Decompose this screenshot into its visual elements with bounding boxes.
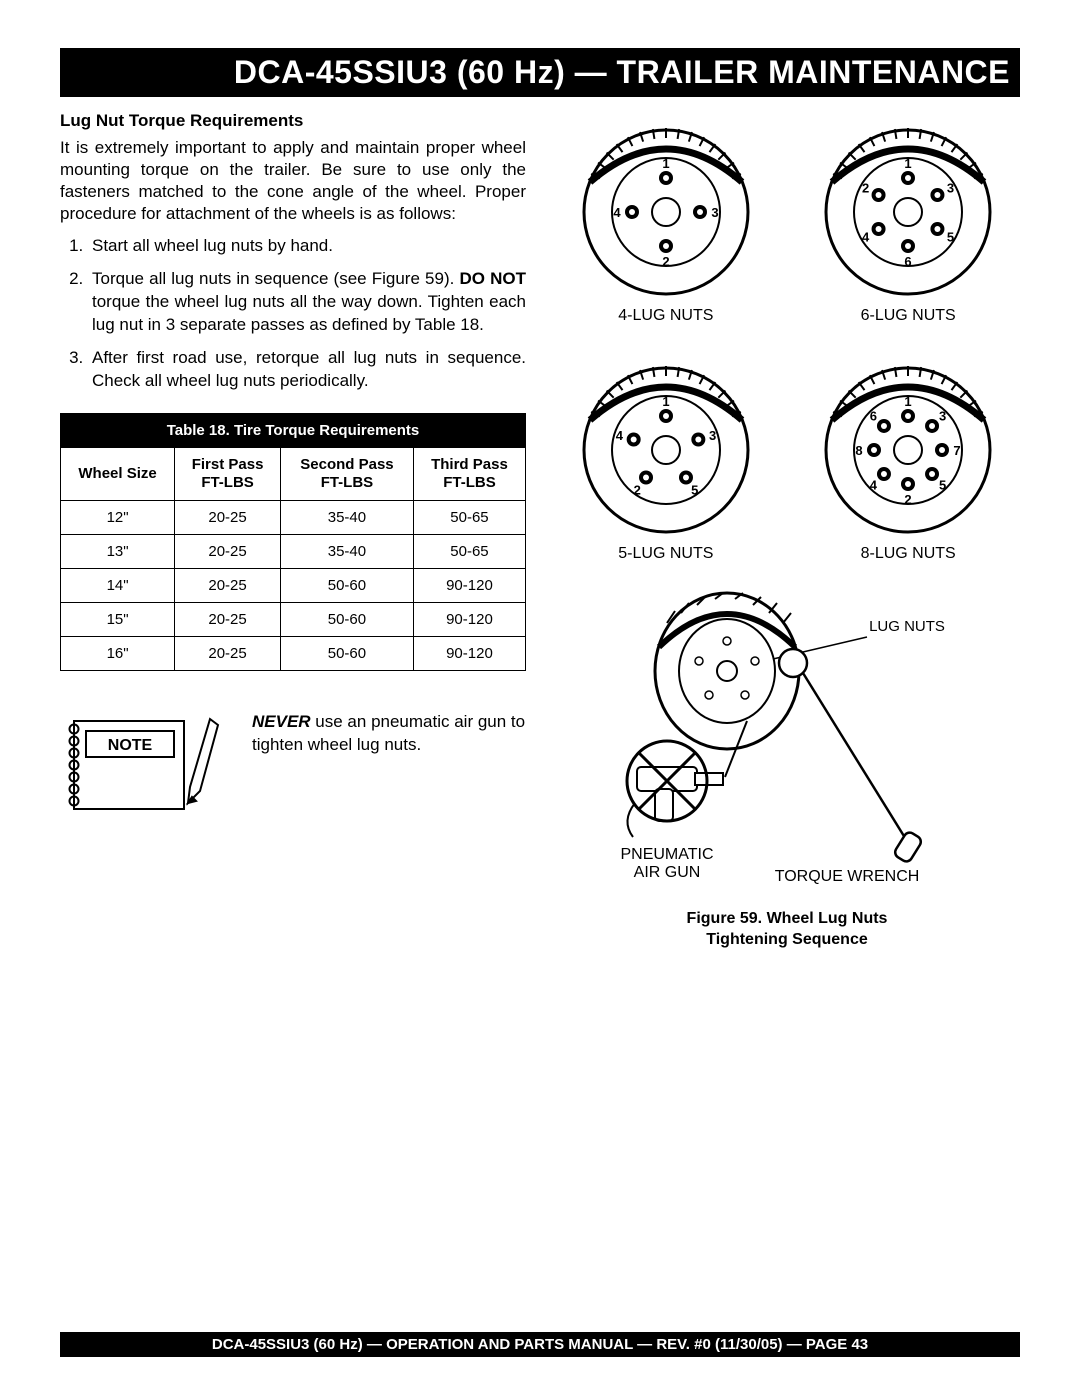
note-never: NEVER — [252, 712, 311, 731]
svg-text:2: 2 — [662, 254, 669, 269]
table-column-header: First PassFT-LBS — [175, 448, 281, 501]
table-cell: 90-120 — [413, 569, 525, 603]
table-cell: 50-65 — [413, 501, 525, 535]
lug-pattern: 1 3 7 5 2 4 8 6 8-LUG NUTS — [796, 349, 1020, 563]
left-column: Lug Nut Torque Requirements It is extrem… — [60, 111, 526, 951]
footer-bar: DCA-45SSIU3 (60 Hz) — OPERATION AND PART… — [60, 1332, 1020, 1357]
table-row: 15"20-2550-6090-120 — [61, 603, 526, 637]
lug-label: 5-LUG NUTS — [554, 545, 778, 563]
svg-text:PNEUMATIC: PNEUMATIC — [620, 846, 713, 863]
svg-text:1: 1 — [905, 394, 912, 409]
table-row: 13"20-2535-4050-65 — [61, 535, 526, 569]
svg-text:4: 4 — [862, 230, 870, 245]
content-columns: Lug Nut Torque Requirements It is extrem… — [60, 111, 1020, 951]
svg-text:3: 3 — [947, 181, 954, 196]
svg-text:2: 2 — [905, 492, 912, 507]
svg-text:4: 4 — [613, 205, 621, 220]
table-row: 12"20-2535-4050-65 — [61, 501, 526, 535]
table-caption: Table 18. Tire Torque Requirements — [61, 414, 526, 448]
right-column: 1 3 2 4 4-LUG NUTS 1 3 5 6 4 2 6-LUG NUTS 1 3 5 2 4 5-LUG… — [554, 111, 1020, 951]
procedure-step: After first road use, retorque all lug n… — [88, 347, 526, 393]
note-block: NOTE NEVER use an pneumatic air gun to t… — [60, 711, 526, 821]
lug-nuts-label: LUG NUTS — [869, 618, 945, 635]
table-cell: 20-25 — [175, 569, 281, 603]
procedure-step: Start all wheel lug nuts by hand. — [88, 235, 526, 258]
svg-text:6: 6 — [870, 408, 877, 423]
torque-table: Table 18. Tire Torque Requirements Wheel… — [60, 413, 526, 671]
svg-text:1: 1 — [662, 156, 669, 171]
table-cell: 14" — [61, 569, 175, 603]
svg-text:1: 1 — [662, 394, 669, 409]
lug-label: 4-LUG NUTS — [554, 307, 778, 325]
svg-text:3: 3 — [711, 205, 718, 220]
svg-text:5: 5 — [939, 478, 946, 493]
svg-text:5: 5 — [691, 483, 698, 498]
section-heading: Lug Nut Torque Requirements — [60, 111, 526, 131]
table-cell: 35-40 — [280, 501, 413, 535]
page-title: DCA-45SSIU3 (60 Hz) — TRAILER MAINTENANC… — [70, 54, 1010, 91]
table-cell: 15" — [61, 603, 175, 637]
table-cell: 20-25 — [175, 603, 281, 637]
table-cell: 50-60 — [280, 569, 413, 603]
lug-pattern: 1 3 2 4 4-LUG NUTS — [554, 111, 778, 325]
svg-text:AIR GUN: AIR GUN — [634, 864, 701, 881]
note-text: NEVER use an pneumatic air gun to tighte… — [252, 711, 526, 757]
table-cell: 50-60 — [280, 637, 413, 671]
table-cell: 50-65 — [413, 535, 525, 569]
table-row: 14"20-2550-6090-120 — [61, 569, 526, 603]
svg-text:3: 3 — [939, 408, 946, 423]
table-column-header: Third PassFT-LBS — [413, 448, 525, 501]
lug-grid: 1 3 2 4 4-LUG NUTS 1 3 5 6 4 2 6-LUG NUTS 1 3 5 2 4 5-LUG… — [554, 111, 1020, 577]
note-icon: NOTE — [60, 711, 240, 821]
table-cell: 50-60 — [280, 603, 413, 637]
svg-text:NOTE: NOTE — [108, 737, 153, 754]
table-cell: 35-40 — [280, 535, 413, 569]
page: DCA-45SSIU3 (60 Hz) — TRAILER MAINTENANC… — [0, 0, 1080, 1397]
svg-text:4: 4 — [870, 478, 878, 493]
intro-paragraph: It is extremely important to apply and m… — [60, 137, 526, 225]
svg-text:6: 6 — [905, 254, 912, 269]
figure-caption: Figure 59. Wheel Lug NutsTightening Sequ… — [554, 909, 1020, 951]
table-cell: 20-25 — [175, 637, 281, 671]
table-cell: 90-120 — [413, 603, 525, 637]
tools-diagram: LUG NUTS TORQUE WRENCH — [554, 581, 1020, 951]
svg-text:8: 8 — [856, 443, 863, 458]
svg-text:1: 1 — [905, 156, 912, 171]
lug-label: 8-LUG NUTS — [796, 545, 1020, 563]
title-bar: DCA-45SSIU3 (60 Hz) — TRAILER MAINTENANC… — [60, 48, 1020, 97]
table-column-header: Wheel Size — [61, 448, 175, 501]
table-cell: 12" — [61, 501, 175, 535]
svg-text:2: 2 — [862, 181, 869, 196]
torque-wrench-label: TORQUE WRENCH — [775, 868, 920, 885]
svg-text:3: 3 — [709, 428, 716, 443]
table-cell: 16" — [61, 637, 175, 671]
svg-text:5: 5 — [947, 230, 954, 245]
table-cell: 20-25 — [175, 535, 281, 569]
lug-label: 6-LUG NUTS — [796, 307, 1020, 325]
table-cell: 13" — [61, 535, 175, 569]
table-cell: 20-25 — [175, 501, 281, 535]
procedure-step: Torque all lug nuts in sequence (see Fig… — [88, 268, 526, 337]
lug-pattern: 1 3 5 6 4 2 6-LUG NUTS — [796, 111, 1020, 325]
table-cell: 90-120 — [413, 637, 525, 671]
lug-pattern: 1 3 5 2 4 5-LUG NUTS — [554, 349, 778, 563]
svg-text:2: 2 — [633, 483, 640, 498]
svg-text:4: 4 — [616, 428, 624, 443]
procedure-list: Start all wheel lug nuts by hand. Torque… — [60, 235, 526, 393]
table-row: 16"20-2550-6090-120 — [61, 637, 526, 671]
svg-text:7: 7 — [954, 443, 961, 458]
table-column-header: Second PassFT-LBS — [280, 448, 413, 501]
